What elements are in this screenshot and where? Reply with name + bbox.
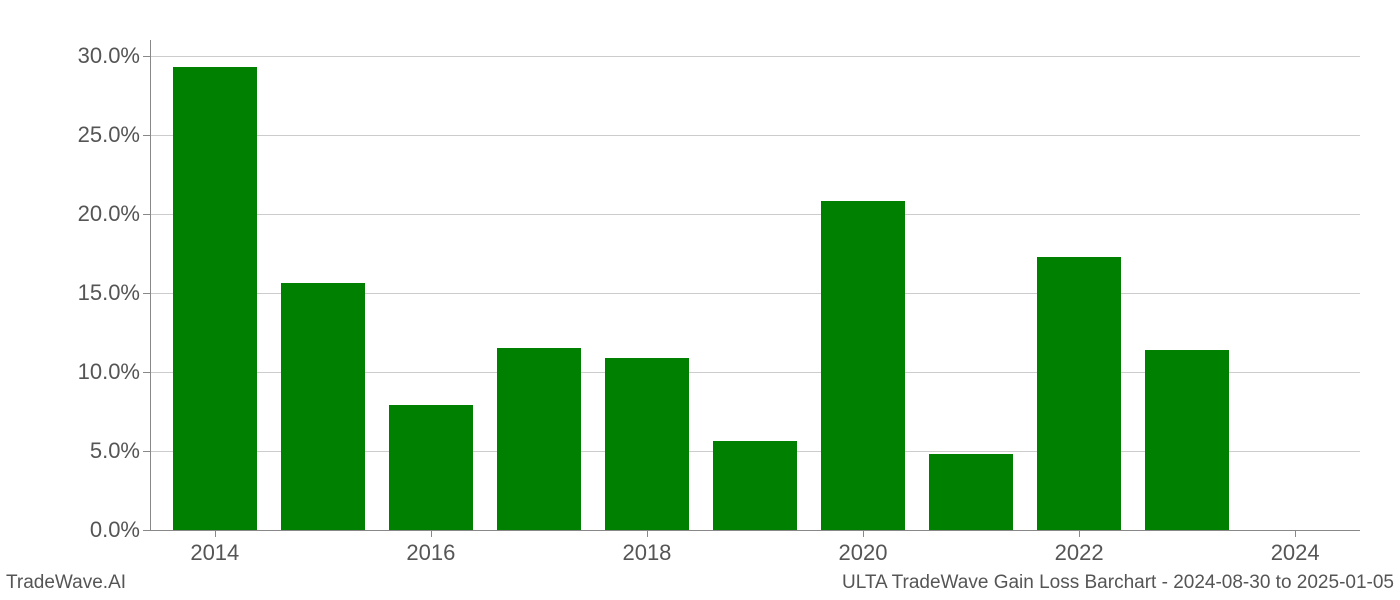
ytick-label: 15.0% — [40, 280, 140, 306]
bar — [173, 67, 257, 530]
plot-region — [150, 40, 1360, 530]
ytick-label: 0.0% — [40, 517, 140, 543]
bar — [713, 441, 797, 530]
x-axis-line — [150, 530, 1360, 531]
ytick-mark — [143, 530, 150, 531]
ytick-label: 30.0% — [40, 43, 140, 69]
ytick-label: 25.0% — [40, 122, 140, 148]
gridline — [150, 56, 1360, 57]
xtick-label: 2022 — [1055, 540, 1104, 566]
bar — [929, 454, 1013, 530]
bar — [821, 201, 905, 530]
xtick-label: 2018 — [622, 540, 671, 566]
xtick-label: 2024 — [1271, 540, 1320, 566]
chart-plot-area — [150, 40, 1360, 530]
bar — [497, 348, 581, 530]
ytick-mark — [143, 293, 150, 294]
footer-brand: TradeWave.AI — [6, 572, 126, 594]
gridline — [150, 214, 1360, 215]
bar — [389, 405, 473, 530]
ytick-mark — [143, 135, 150, 136]
y-axis-line — [150, 40, 151, 530]
bar — [605, 358, 689, 530]
ytick-label: 5.0% — [40, 438, 140, 464]
xtick-mark — [863, 530, 864, 537]
ytick-mark — [143, 372, 150, 373]
ytick-label: 10.0% — [40, 359, 140, 385]
footer-caption: ULTA TradeWave Gain Loss Barchart - 2024… — [842, 572, 1394, 594]
xtick-mark — [1295, 530, 1296, 537]
gridline — [150, 135, 1360, 136]
xtick-label: 2014 — [190, 540, 239, 566]
ytick-label: 20.0% — [40, 201, 140, 227]
xtick-mark — [215, 530, 216, 537]
xtick-mark — [431, 530, 432, 537]
xtick-label: 2016 — [406, 540, 455, 566]
ytick-mark — [143, 451, 150, 452]
xtick-label: 2020 — [839, 540, 888, 566]
xtick-mark — [1079, 530, 1080, 537]
ytick-mark — [143, 56, 150, 57]
bar — [1145, 350, 1229, 530]
xtick-mark — [647, 530, 648, 537]
ytick-mark — [143, 214, 150, 215]
bar — [281, 283, 365, 530]
bar — [1037, 257, 1121, 530]
